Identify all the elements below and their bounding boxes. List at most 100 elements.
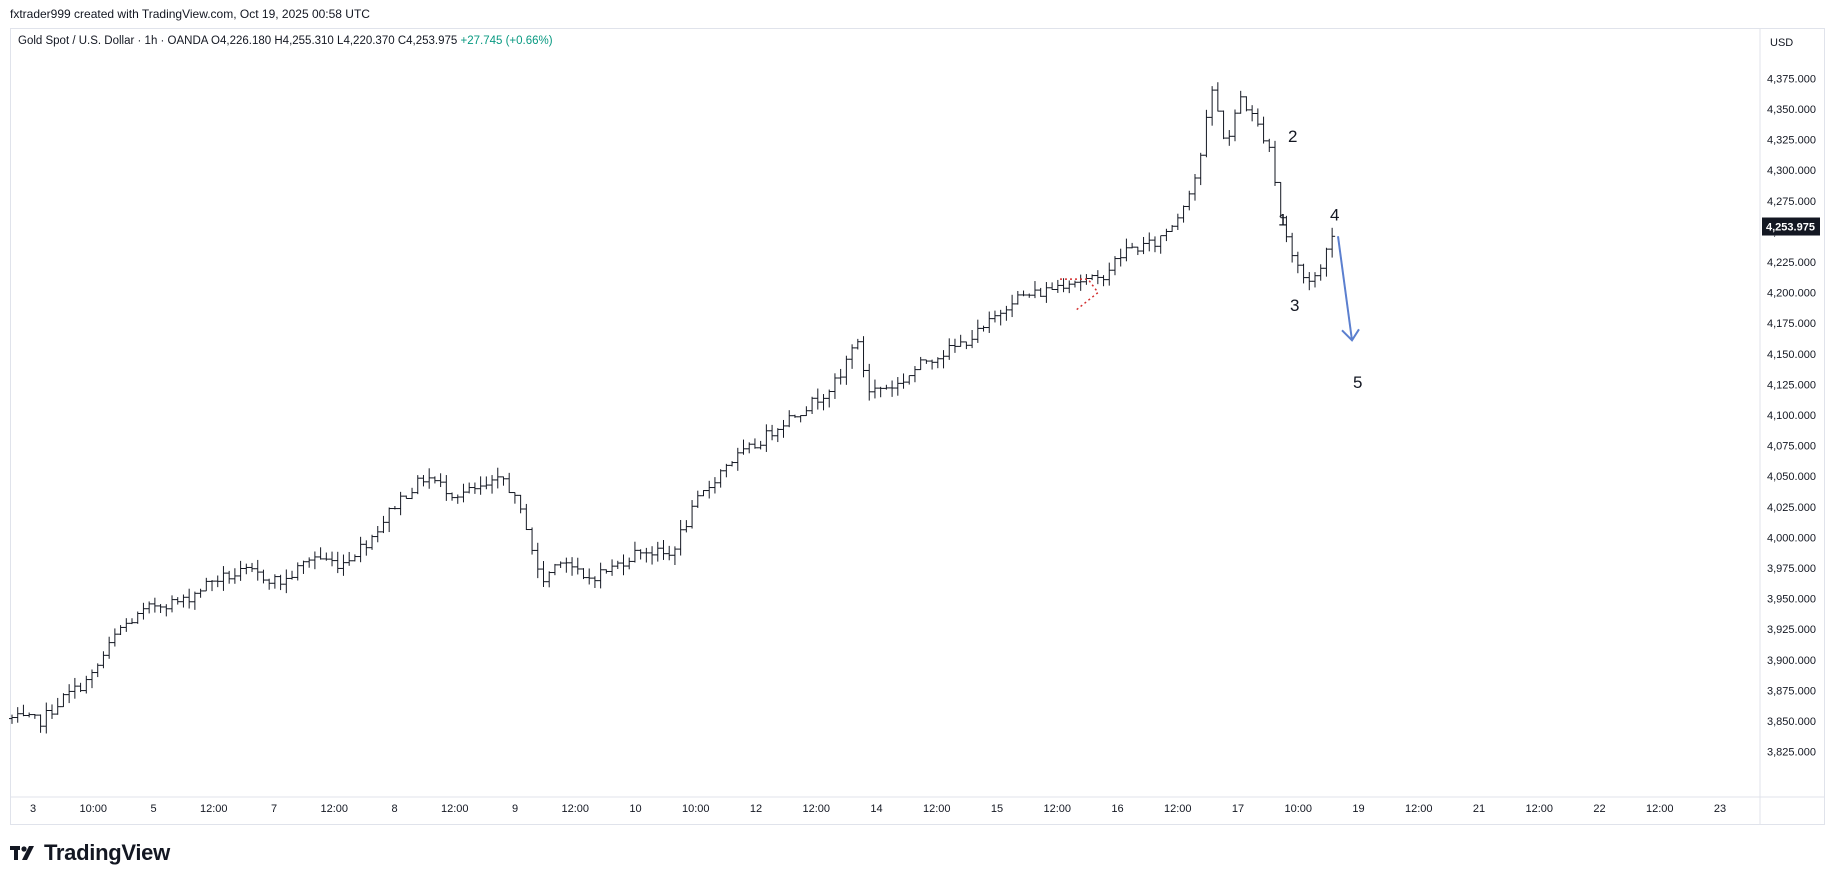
ohlc-bar <box>300 560 307 574</box>
ohlc-bar <box>963 341 970 350</box>
ohlc-bar <box>403 495 410 500</box>
legend-close: 4,253.975 <box>406 35 458 47</box>
ohlc-bar <box>386 507 393 533</box>
price-tick-label: 4,150.000 <box>1767 349 1816 361</box>
time-axis: 3 10:00 5 12:00 7 12:00 8 12:00 9 12:00 10 10:00 12 1… <box>30 803 1726 815</box>
ohlc-bar <box>866 363 873 401</box>
ohlc-bar <box>237 560 244 581</box>
ohlc-bar <box>740 439 747 455</box>
ohlc-bar <box>134 611 141 624</box>
time-tick-label: 10:00 <box>682 803 710 815</box>
ohlc-bar <box>214 575 221 588</box>
ohlc-bar <box>1220 110 1227 140</box>
ohlc-bar <box>294 562 301 581</box>
ohlc-bar <box>249 562 256 573</box>
ohlc-bar <box>1243 96 1250 112</box>
ohlc-bar <box>209 580 216 592</box>
ohlc-bar <box>9 714 15 724</box>
ohlc-bar <box>1111 256 1118 276</box>
ohlc-bar <box>283 569 290 594</box>
ohlc-bar <box>374 525 381 543</box>
ohlc-bar <box>894 377 901 396</box>
ohlc-bar <box>174 597 181 605</box>
ohlc-bar <box>37 714 44 733</box>
ohlc-bar <box>774 428 781 443</box>
chart-frame[interactable] <box>10 28 1825 825</box>
ohlc-bar <box>77 682 84 693</box>
ohlc-bar <box>323 552 330 561</box>
ohlc-bar <box>117 625 124 636</box>
ohlc-bar <box>826 389 833 408</box>
ohlc-bar <box>1009 294 1016 318</box>
ohlc-bar <box>334 551 341 574</box>
legend-low-label: L <box>337 35 344 47</box>
ohlc-bar <box>1089 274 1096 281</box>
ohlc-bar <box>923 359 930 364</box>
time-tick-label: 12 <box>750 803 762 815</box>
ohlc-bar <box>317 547 324 560</box>
legend-high: 4,255.310 <box>282 35 334 47</box>
ohlc-bar <box>471 482 478 494</box>
ohlc-bar <box>654 541 661 562</box>
ohlc-bar <box>660 540 667 560</box>
currency-label[interactable]: USD <box>1770 37 1794 49</box>
ohlc-bar <box>534 542 541 579</box>
time-tick-label: 8 <box>391 803 397 815</box>
tradingview-logo-icon <box>10 846 34 860</box>
ohlc-bar <box>1197 152 1204 186</box>
ohlc-bar <box>1117 248 1124 267</box>
ohlc-bar <box>557 561 564 568</box>
ohlc-bar <box>729 461 736 467</box>
price-tick-label: 4,175.000 <box>1767 318 1816 330</box>
ohlc-bar <box>1300 263 1307 284</box>
ohlc-bar <box>83 675 90 694</box>
price-tick-label: 4,200.000 <box>1767 288 1816 300</box>
time-tick-label: 15 <box>991 803 1003 815</box>
ohlc-bar <box>271 574 278 589</box>
ohlc-legend: Gold Spot / U.S. Dollar · 1h · OANDA O4,… <box>18 35 553 47</box>
projection-arrow-head <box>1341 328 1360 342</box>
ohlc-bar <box>1140 236 1147 255</box>
ohlc-bar <box>700 490 707 497</box>
price-tick-label: 4,325.000 <box>1767 135 1816 147</box>
ohlc-bar <box>129 618 136 625</box>
ohlc-bar <box>1260 116 1267 144</box>
ohlc-bar <box>586 568 593 585</box>
ohlc-bar <box>1106 262 1113 286</box>
ohlc-bar <box>677 519 684 556</box>
ohlc-bar <box>751 438 758 449</box>
ohlc-bar <box>197 588 204 598</box>
ohlc-bar <box>1043 282 1050 303</box>
ohlc-bar <box>1031 281 1038 299</box>
ohlc-bar <box>49 704 56 719</box>
ohlc-bar <box>614 560 621 569</box>
ohlc-bar <box>1123 238 1130 262</box>
dotted-channel <box>1060 278 1100 312</box>
ohlc-bar <box>1203 109 1210 158</box>
price-tick-label: 3,950.000 <box>1767 594 1816 606</box>
last-price-text: 4,253.975 <box>1766 222 1815 234</box>
ohlc-bar <box>517 494 524 514</box>
wave-label: 5 <box>1353 373 1362 392</box>
ohlc-bar <box>511 492 518 504</box>
time-tick-label: 12:00 <box>1164 803 1192 815</box>
ohlc-bar <box>1180 205 1187 223</box>
ohlc-bar <box>957 334 964 347</box>
ohlc-bar <box>500 476 507 486</box>
legend-open-label: O <box>211 35 220 47</box>
ohlc-bar <box>940 350 947 369</box>
price-tick-label: 4,075.000 <box>1767 441 1816 453</box>
ohlc-bar <box>146 601 153 614</box>
ohlc-bar <box>1077 274 1084 291</box>
ohlc-bar <box>637 549 644 560</box>
ohlc-bar <box>1317 264 1324 281</box>
price-tick-label: 4,050.000 <box>1767 471 1816 483</box>
ohlc-bar <box>1231 109 1238 142</box>
price-tick-label: 3,825.000 <box>1767 747 1816 759</box>
ohlc-bar <box>814 388 821 410</box>
ohlc-bar <box>1323 247 1330 277</box>
tradingview-logo[interactable]: TradingView <box>10 840 170 866</box>
ohlc-bar <box>231 568 238 584</box>
ohlc-bar <box>837 368 844 385</box>
